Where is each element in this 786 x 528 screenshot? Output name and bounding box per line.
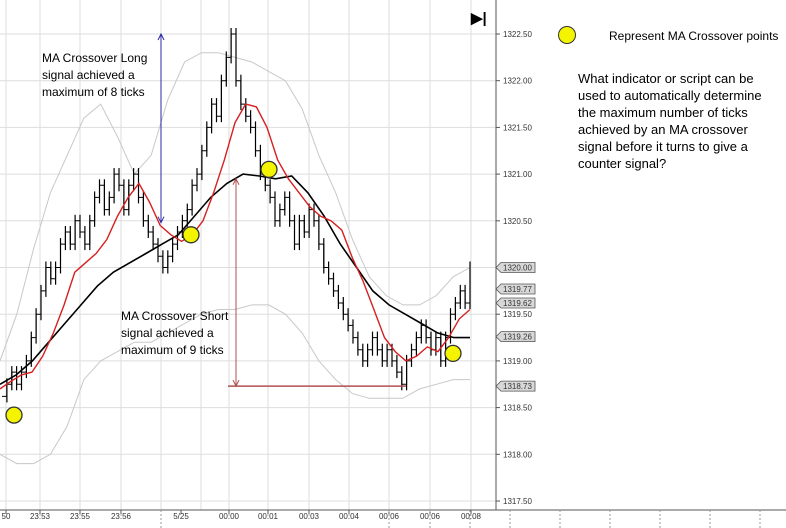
slow-ma-line [0,173,470,385]
crossover-markers [5,160,462,424]
y-tick-label: 1321.00 [503,170,532,179]
y-tick-label: 1319.00 [503,357,532,366]
crossover-marker [260,160,278,179]
chart-grid [0,0,496,510]
y-axis: 1322.50 1322.00 1321.50 1321.00 1320.50 1320.… [495,0,536,510]
price-label: 1319.26 [503,333,532,342]
y-tick-label: 1322.00 [503,77,532,86]
price-label: 1319.77 [503,285,532,294]
annotation-line: maximum of 8 ticks [42,85,145,99]
y-tick-label: 1322.50 [503,30,532,39]
x-tick-label: 00:03 [299,512,320,521]
fast-ma-line [0,103,471,390]
envelope-bands [0,52,471,465]
price-label-box [495,283,536,295]
y-tick-label: 1319.50 [503,310,532,319]
x-tick-label: 00:04 [339,512,360,521]
question-text: What indicator or script can be used to … [578,71,762,171]
x-tick-label: 23:56 [111,512,132,521]
long-arrow-head-bottom [157,216,165,224]
legend-marker-icon [558,26,576,44]
moving-averages [0,103,471,390]
short-arrow-head-top [232,177,240,185]
x-tick-label: 00:00 [219,512,240,521]
annotation-arrows [157,32,406,388]
price-label-box [495,297,536,309]
price-label-box [495,262,536,273]
x-tick-label: 23:53 [30,512,51,521]
y-tick-label: 1320.50 [503,217,532,226]
upper-band-line [0,52,471,362]
x-tick-label: 00:08 [461,512,482,521]
x-tick-label: 00:01 [258,512,279,521]
crossover-marker [182,226,200,244]
y-tick-label: 1318.50 [503,404,532,413]
annotation-line: maximum of 9 ticks [121,343,224,357]
annotation-line: signal achieved a [42,68,135,82]
price-label: 1318.73 [503,382,532,391]
x-tick-label: 50 [2,512,11,521]
annotation-line: MA Crossover Short [121,309,229,323]
price-label-box [495,380,536,392]
price-label: 1319.62 [503,299,532,308]
y-tick-label: 1317.50 [503,497,532,506]
price-label-box [495,331,536,343]
lower-band-line [0,304,470,465]
price-step-line [2,33,471,397]
annotation-texts: MA Crossover Long signal achieved a maximu… [42,51,229,357]
x-tick-label: 00:06 [379,512,400,521]
x-tick-label: 23:55 [70,512,91,521]
plot-area [0,0,496,510]
price-label: 1320.00 [503,264,532,273]
legend-label: Represent MA Crossover points [609,29,779,43]
x-tick-label: 5/25 [173,512,189,521]
annotation-line: signal achieved a [121,326,214,340]
long-arrow-head-top [157,32,165,41]
x-axis: 50 23:53 23:55 23:56 5/25 00:00 00:01 00:03 00:0… [0,509,786,528]
annotation-line: MA Crossover Long [42,51,147,65]
x-tick-label: 00:06 [420,512,441,521]
crossover-marker [5,406,23,424]
jump-to-end-button[interactable]: ▶| [470,10,487,27]
y-tick-label: 1318.00 [503,450,532,459]
y-tick-label: 1321.50 [503,123,532,132]
crossover-marker [444,344,462,363]
